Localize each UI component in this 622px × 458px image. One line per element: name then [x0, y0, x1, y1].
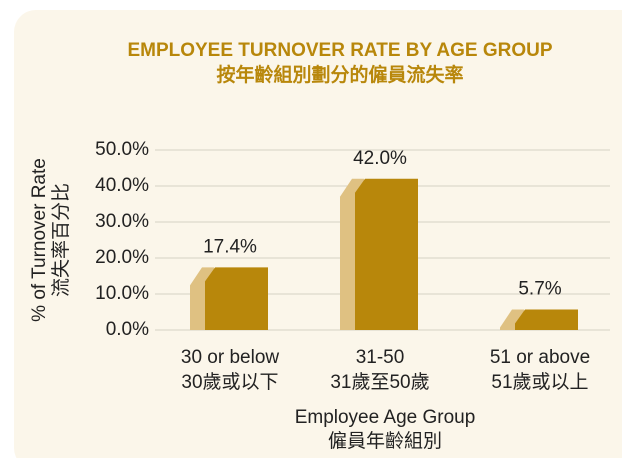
bar [500, 309, 578, 330]
y-axis-label: 流失率百分比 [50, 183, 72, 297]
y-tick-label: 40.0% [95, 175, 149, 196]
bar-front [515, 309, 578, 330]
bar [190, 267, 268, 330]
y-tick-label: 30.0% [95, 211, 149, 232]
x-tick-label: 30歲或以下 [181, 371, 278, 393]
y-tick-label: 20.0% [95, 247, 149, 268]
x-tick-label: 30 or below [181, 347, 280, 368]
chart-title: EMPLOYEE TURNOVER RATE BY AGE GROUP [127, 40, 552, 61]
x-tick-label: 51 or above [490, 347, 590, 368]
value-label: 5.7% [518, 278, 561, 299]
chart-subtitle: 按年齡組別劃分的僱員流失率 [216, 63, 463, 86]
x-tick-label: 51歲或以上 [491, 371, 588, 393]
y-tick-label: 10.0% [95, 283, 149, 304]
value-label: 17.4% [203, 236, 257, 257]
x-tick-label: 31-50 [356, 347, 405, 368]
x-axis-label: Employee Age Group [295, 407, 476, 428]
y-axis-label: % of Turnover Rate [29, 158, 50, 322]
value-label: 42.0% [353, 148, 407, 169]
bar-front [355, 178, 418, 330]
x-tick-label: 31歲至50歲 [330, 371, 429, 393]
y-tick-label: 0.0% [106, 319, 149, 340]
bar-front [205, 267, 268, 330]
x-axis-label: 僱員年齡組別 [328, 430, 442, 452]
y-tick-label: 50.0% [95, 139, 149, 160]
panel [14, 10, 622, 458]
bar [340, 178, 418, 330]
